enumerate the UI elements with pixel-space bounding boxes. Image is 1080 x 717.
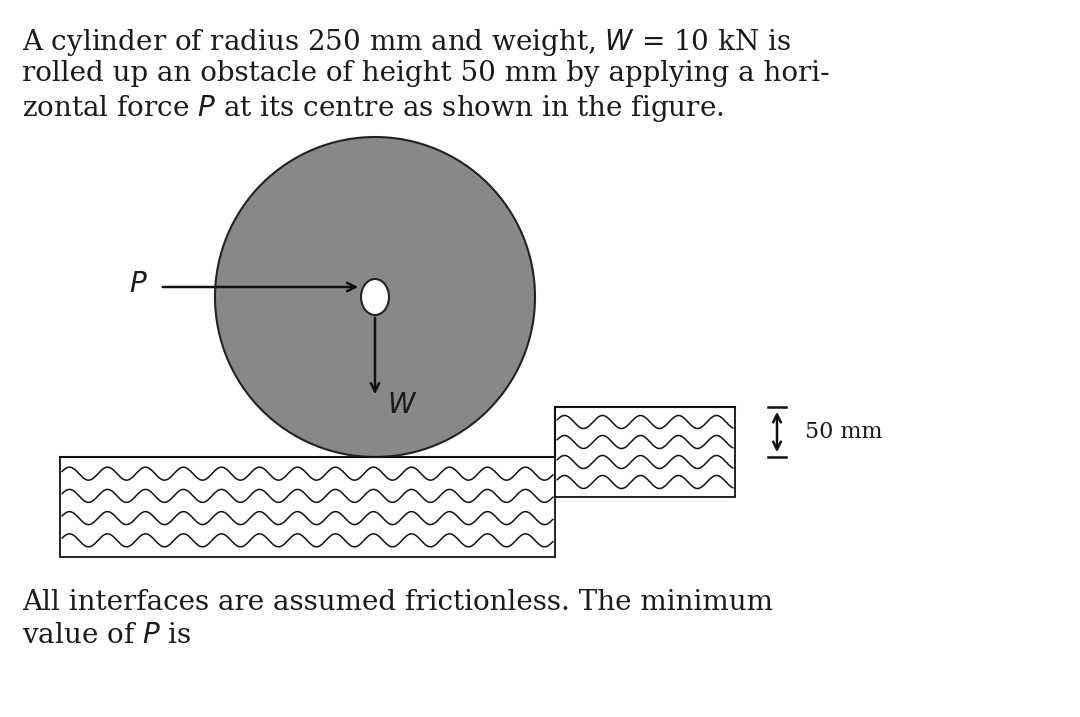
Text: 50 mm: 50 mm [805,421,882,443]
Circle shape [215,137,535,457]
Text: zontal force $P$ at its centre as shown in the figure.: zontal force $P$ at its centre as shown … [22,93,724,124]
Text: $W$: $W$ [387,392,417,419]
Text: value of $P$ is: value of $P$ is [22,622,191,649]
Ellipse shape [361,279,389,315]
Text: rolled up an obstacle of height 50 mm by applying a hori-: rolled up an obstacle of height 50 mm by… [22,60,829,87]
Bar [555,407,735,497]
Bar [60,457,555,557]
Text: A cylinder of radius 250 mm and weight, $W$ = 10 kN is: A cylinder of radius 250 mm and weight, … [22,27,791,58]
Text: All interfaces are assumed frictionless. The minimum: All interfaces are assumed frictionless.… [22,589,773,616]
Text: $P$: $P$ [130,272,148,298]
